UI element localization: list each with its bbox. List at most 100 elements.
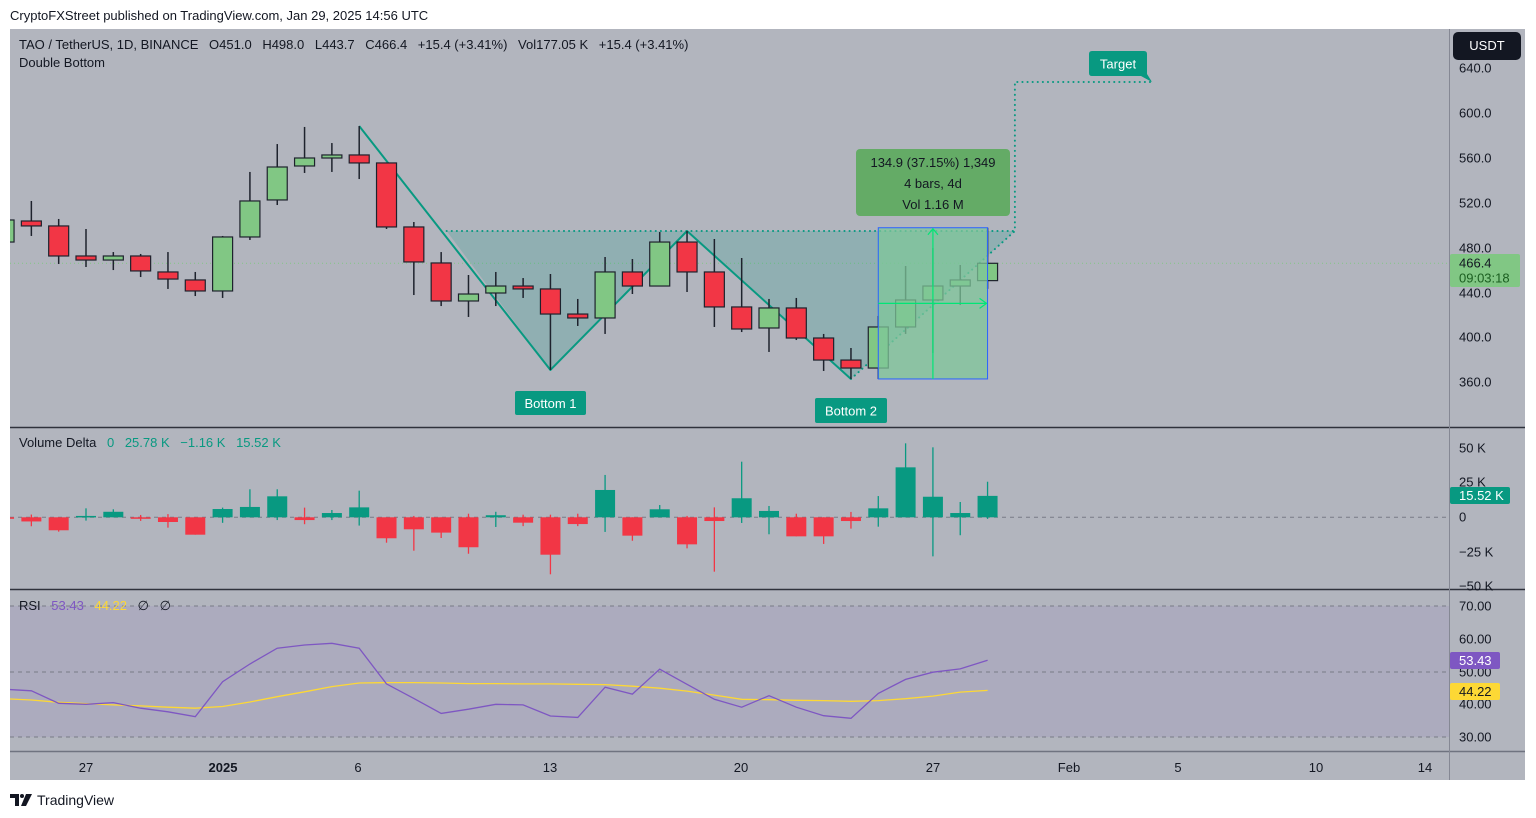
chart-background bbox=[10, 29, 1525, 780]
volume-delta-tag-bg bbox=[1450, 487, 1510, 504]
currency-button[interactable]: USDT bbox=[1453, 32, 1521, 60]
bottom2-label-bg bbox=[815, 398, 887, 423]
negative-delta-bar bbox=[704, 517, 725, 522]
bearish-candle bbox=[375, 162, 398, 228]
price-tick: 480.0 bbox=[1459, 241, 1492, 256]
negative-delta-bar bbox=[185, 517, 206, 535]
brand-name: TradingView bbox=[37, 792, 115, 808]
price-tick: 560.0 bbox=[1459, 151, 1492, 166]
bullish-candle bbox=[239, 200, 261, 238]
time-tick: 13 bbox=[543, 760, 557, 775]
time-tick: 27 bbox=[926, 760, 940, 775]
volume-delta-open: 0 bbox=[106, 435, 115, 450]
volume-delta-legend[interactable]: Volume Delta 0 25.78 K −1.16 K 15.52 K bbox=[19, 435, 281, 451]
measure-tool[interactable] bbox=[877, 227, 989, 380]
symbol-name: TAO / TetherUS, 1D, BINANCE bbox=[19, 37, 199, 52]
positive-delta-bar bbox=[212, 509, 233, 518]
price-tick: 640.0 bbox=[1459, 61, 1492, 76]
positive-delta-bar bbox=[239, 506, 260, 518]
time-tick: 10 bbox=[1309, 760, 1323, 775]
rsi-value: 53.43 bbox=[51, 598, 84, 613]
negative-delta-bar bbox=[130, 517, 151, 519]
negative-delta-bar bbox=[677, 517, 698, 545]
bearish-candle bbox=[75, 255, 97, 261]
bearish-candle bbox=[840, 359, 862, 369]
positive-delta-bar bbox=[759, 510, 779, 518]
rsi-legend[interactable]: RSI 53.43 44.22 ∅ ∅ bbox=[19, 598, 171, 614]
negative-delta-bar bbox=[567, 517, 588, 525]
symbol-legend[interactable]: TAO / TetherUS, 1D, BINANCE O451.0 H498.… bbox=[19, 37, 688, 53]
negative-delta-bar bbox=[431, 517, 452, 533]
rsi-tick: 60.00 bbox=[1459, 632, 1492, 647]
volume-delta-high: 25.78 K bbox=[124, 435, 170, 450]
last-price-value: 466.4 bbox=[1459, 256, 1492, 271]
bearish-candle bbox=[676, 241, 698, 273]
negative-delta-bar bbox=[540, 517, 561, 555]
negative-delta-bar bbox=[403, 517, 424, 530]
bullish-candle bbox=[758, 307, 780, 329]
negative-delta-bar bbox=[458, 517, 479, 548]
positive-delta-bar bbox=[76, 515, 96, 518]
time-tick-month: Feb bbox=[1058, 760, 1080, 775]
footer-brand[interactable]: TradingView bbox=[10, 791, 114, 809]
bearish-candle bbox=[130, 255, 152, 272]
rsi-ma-value: 44.22 bbox=[94, 598, 128, 613]
bullish-candle bbox=[321, 154, 343, 159]
legend-open: O451.0 bbox=[209, 37, 252, 52]
price-tick: 360.0 bbox=[1459, 375, 1492, 390]
target-label[interactable]: Target bbox=[1089, 51, 1152, 82]
time-tick: 27 bbox=[79, 760, 93, 775]
bearish-candle bbox=[621, 271, 644, 287]
target-projection-dotted[interactable] bbox=[849, 80, 1153, 380]
last-price-tag-bg bbox=[1450, 254, 1520, 287]
negative-delta-bar bbox=[294, 517, 315, 521]
positive-delta-bar bbox=[977, 495, 998, 518]
volume-delta-close: 15.52 K bbox=[236, 435, 281, 450]
negative-delta-bar bbox=[10, 517, 15, 519]
rsi-tag-bg bbox=[1450, 652, 1500, 669]
volume-delta-axis[interactable]: 50 K 25 K 0 −25 K −50 K bbox=[1459, 441, 1494, 594]
bearish-candle bbox=[539, 288, 562, 315]
measure-label-bg bbox=[856, 149, 1010, 216]
positive-delta-bar bbox=[103, 511, 124, 518]
volume-tick: −50 K bbox=[1459, 579, 1494, 594]
bearish-candle bbox=[184, 279, 206, 292]
price-tick: 440.0 bbox=[1459, 286, 1492, 301]
time-tick: 6 bbox=[354, 760, 361, 775]
positive-delta-bar bbox=[922, 496, 943, 518]
positive-delta-bar bbox=[267, 496, 288, 518]
rsi-ma-tag-text: 44.22 bbox=[1459, 684, 1492, 699]
bottom1-label[interactable]: Bottom 1 bbox=[515, 391, 586, 415]
rsi-ma-tag: 44.22 bbox=[1450, 683, 1500, 700]
rsi-extra-1: ∅ bbox=[137, 598, 149, 613]
bottom2-label[interactable]: Bottom 2 bbox=[815, 398, 887, 423]
rsi-axis[interactable]: 70.00 60.00 50.00 40.00 30.00 bbox=[1459, 599, 1492, 745]
positive-delta-bar bbox=[731, 498, 752, 518]
bullish-candle bbox=[212, 236, 234, 292]
measure-label[interactable]: 134.9 (37.15%) 1,349 4 bars, 4d Vol 1.16… bbox=[856, 149, 1010, 216]
volume-delta-pane[interactable] bbox=[10, 428, 1449, 589]
volume-tick: 0 bbox=[1459, 510, 1466, 525]
bearish-candle bbox=[731, 306, 753, 330]
bearish-candle bbox=[403, 226, 425, 263]
positive-delta-bar bbox=[950, 513, 971, 518]
time-axis[interactable]: 27 2025 6 13 20 27 Feb 5 10 14 bbox=[79, 760, 1432, 775]
bullish-candle bbox=[10, 219, 15, 243]
price-pane[interactable] bbox=[10, 29, 1449, 427]
rsi-title: RSI bbox=[19, 598, 41, 613]
rsi-value-tag: 53.43 bbox=[1450, 652, 1500, 669]
measure-bars: 4 bars, 4d bbox=[904, 176, 962, 191]
rsi-lines bbox=[10, 642, 988, 719]
pattern-legend[interactable]: Double Bottom bbox=[19, 55, 105, 71]
legend-low: L443.7 bbox=[314, 37, 355, 52]
arrow-up-icon bbox=[927, 227, 939, 236]
negative-delta-bar bbox=[840, 517, 861, 522]
pattern-name: Double Bottom bbox=[19, 55, 105, 70]
price-axis[interactable]: 640.0 600.0 560.0 520.0 480.0 440.0 400.… bbox=[1459, 61, 1492, 390]
measure-volume: Vol 1.16 M bbox=[902, 197, 963, 212]
positive-delta-bar bbox=[321, 513, 342, 518]
positive-delta-bar bbox=[649, 509, 670, 518]
rsi-band-fill bbox=[10, 606, 1449, 737]
bottom1-label-bg bbox=[515, 391, 586, 415]
